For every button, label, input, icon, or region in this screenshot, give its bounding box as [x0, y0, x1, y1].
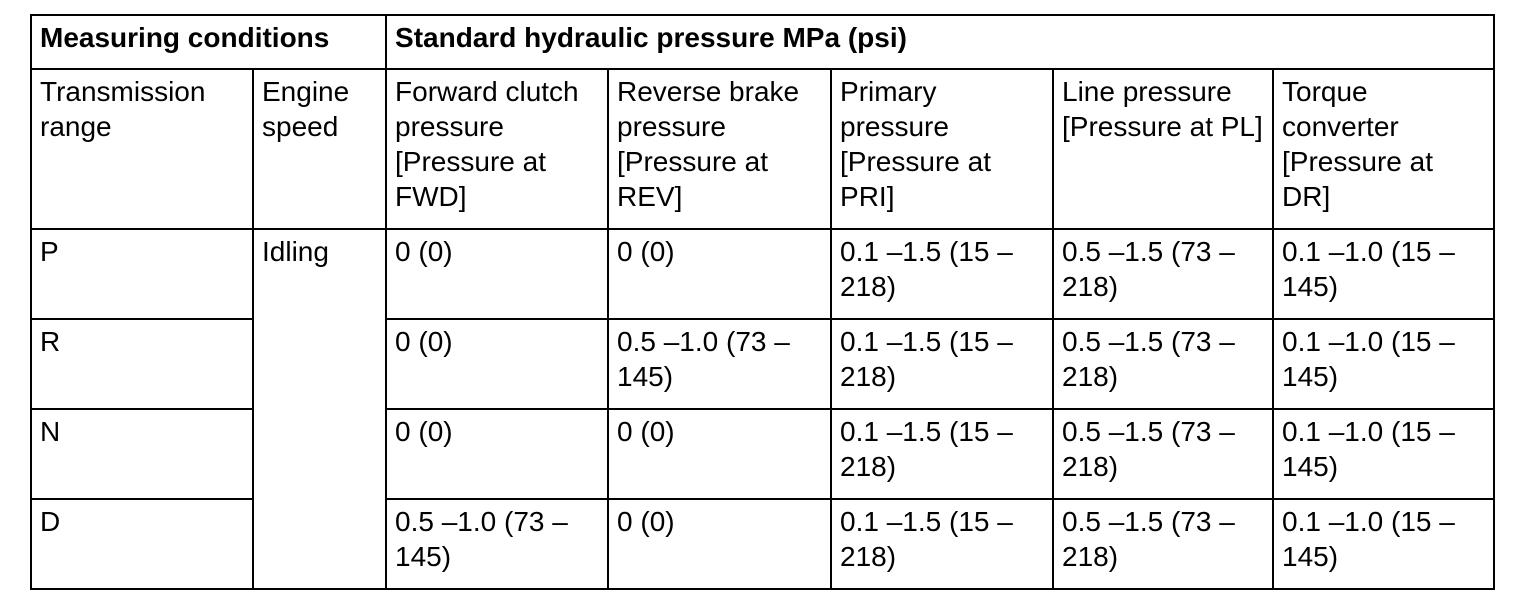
n-torque-converter-value: 0.1 –1.0 (15 – 145) — [1272, 408, 1496, 500]
hydraulic-pressure-table: Measuring conditions Standard hydraulic … — [29, 14, 1496, 590]
header-row-sub: Transmission range Engine speed Forward … — [30, 68, 1496, 230]
header-transmission-range: Transmission range — [30, 68, 254, 230]
p-torque-converter-value: 0.1 –1.0 (15 – 145) — [1272, 228, 1496, 320]
header-row-main: Measuring conditions Standard hydraulic … — [29, 14, 1496, 70]
header-line-pressure: Line pressure [Pressure at PL] — [1052, 68, 1275, 230]
range-cell-d: D — [30, 498, 254, 590]
range-cell-r: R — [30, 318, 254, 410]
range-cell-p: P — [30, 228, 254, 320]
table-row-n: N 0 (0) 0 (0) 0.1 –1.5 (15 – 218) 0.5 –1… — [30, 408, 1496, 500]
header-primary-pressure: Primary pressure [Pressure at PRI] — [830, 68, 1055, 230]
header-standard-hydraulic-pressure: Standard hydraulic pressure MPa (psi) — [385, 14, 1496, 70]
n-reverse-brake-value: 0 (0) — [607, 408, 833, 500]
range-cell-n: N — [30, 408, 254, 500]
engine-speed-cell-idling: Idling — [251, 228, 388, 590]
header-reverse-brake-pressure: Reverse brake pressure [Pressure at REV] — [607, 68, 833, 230]
header-engine-speed: Engine speed — [251, 68, 388, 230]
n-line-pressure-value: 0.5 –1.5 (73 – 218) — [1052, 408, 1275, 500]
header-forward-clutch-pressure: Forward clutch pressure [Pressure at FWD… — [385, 68, 610, 230]
d-primary-pressure-value: 0.1 –1.5 (15 – 218) — [830, 498, 1055, 590]
r-forward-clutch-value: 0 (0) — [385, 318, 610, 410]
table-row-p: P Idling 0 (0) 0 (0) 0.1 –1.5 (15 – 218)… — [30, 228, 1496, 590]
d-forward-clutch-value: 0.5 –1.0 (73 – 145) — [385, 498, 610, 590]
table-row-d: D 0.5 –1.0 (73 – 145) 0 (0) 0.1 –1.5 (15… — [30, 498, 1496, 590]
d-line-pressure-value: 0.5 –1.5 (73 – 218) — [1052, 498, 1275, 590]
p-line-pressure-value: 0.5 –1.5 (73 – 218) — [1052, 228, 1275, 320]
header-measuring-conditions: Measuring conditions — [29, 14, 388, 70]
header-torque-converter: Torque converter [Pressure at DR] — [1272, 68, 1496, 230]
d-reverse-brake-value: 0 (0) — [607, 498, 833, 590]
p-reverse-brake-value: 0 (0) — [607, 228, 833, 320]
n-primary-pressure-value: 0.1 –1.5 (15 – 218) — [830, 408, 1055, 500]
r-primary-pressure-value: 0.1 –1.5 (15 – 218) — [830, 318, 1055, 410]
d-torque-converter-value: 0.1 –1.0 (15 – 145) — [1272, 498, 1496, 590]
r-torque-converter-value: 0.1 –1.0 (15 – 145) — [1272, 318, 1496, 410]
p-primary-pressure-value: 0.1 –1.5 (15 – 218) — [830, 228, 1055, 320]
table-row-r: R 0 (0) 0.5 –1.0 (73 – 145) 0.1 –1.5 (15… — [30, 318, 1496, 410]
r-reverse-brake-value: 0.5 –1.0 (73 – 145) — [607, 318, 833, 410]
p-forward-clutch-value: 0 (0) — [385, 228, 610, 320]
r-line-pressure-value: 0.5 –1.5 (73 – 218) — [1052, 318, 1275, 410]
n-forward-clutch-value: 0 (0) — [385, 408, 610, 500]
